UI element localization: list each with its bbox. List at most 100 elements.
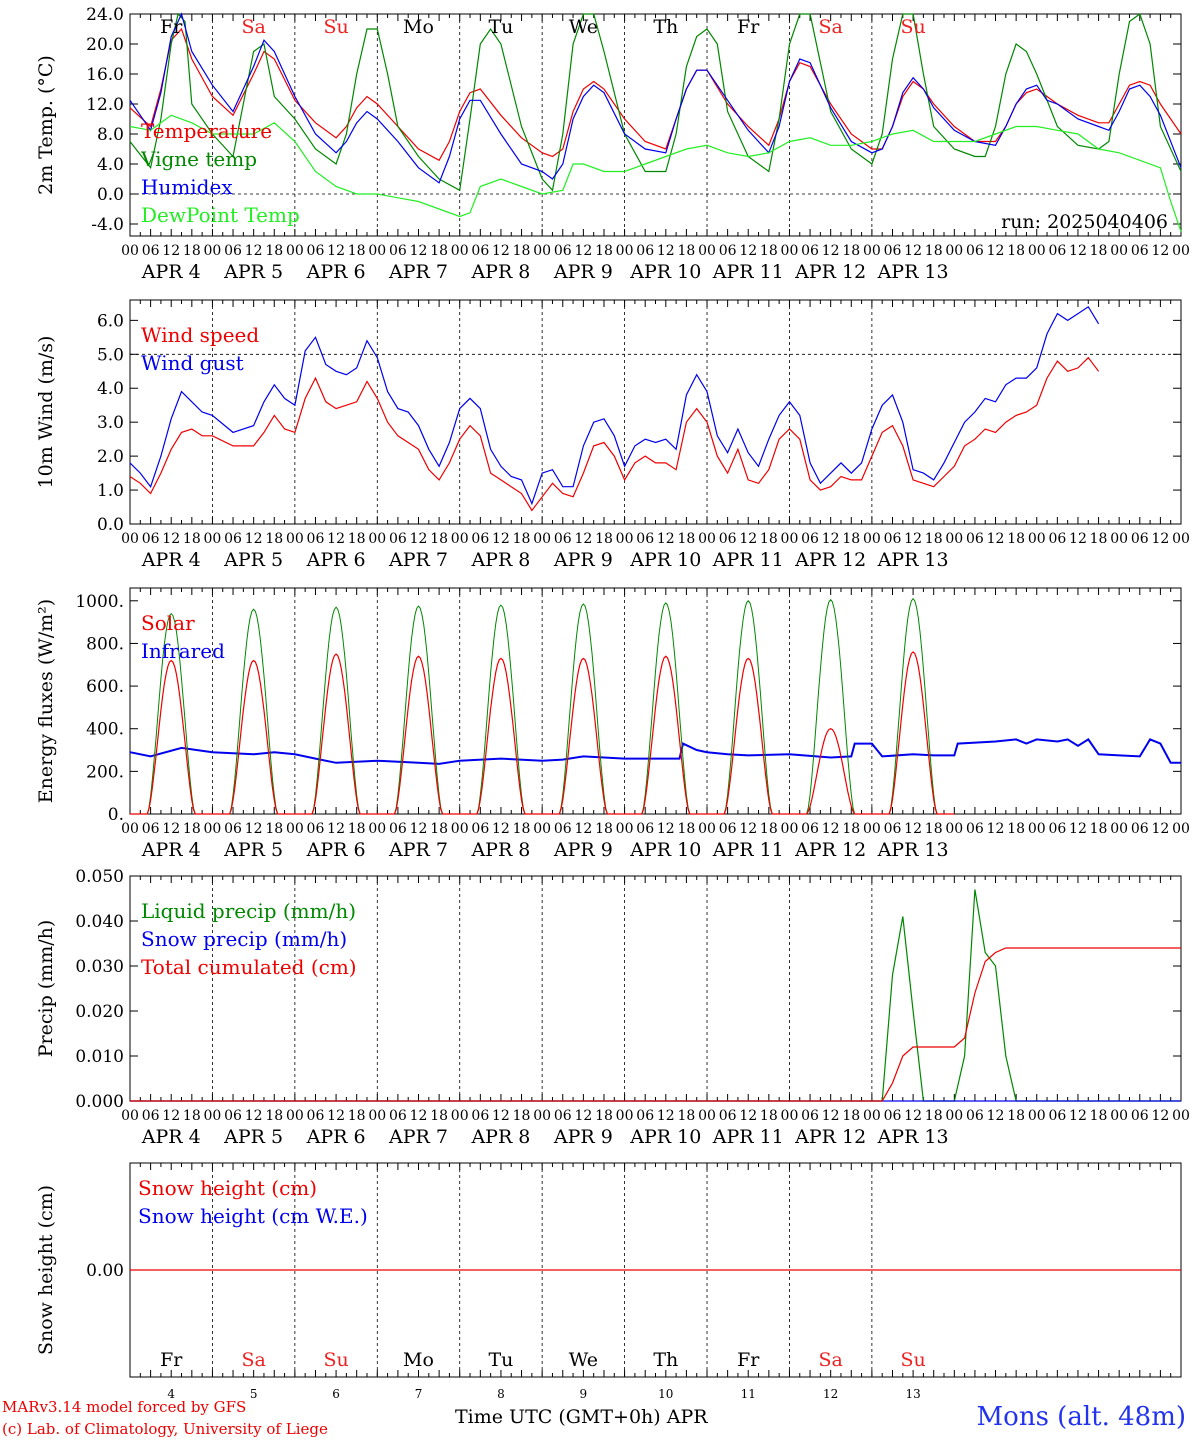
hour-tick-label: 18 (595, 531, 613, 547)
hour-tick-label: 18 (513, 821, 531, 837)
hour-tick-label: 06 (1048, 243, 1066, 259)
panel-2 (129, 299, 1182, 525)
hour-tick-label: 18 (183, 531, 201, 547)
hour-tick-label: 06 (224, 821, 242, 837)
hour-tick-label: 00 (533, 821, 551, 837)
day-name-bottom: Su (900, 1349, 925, 1371)
hour-tick-label: 00 (286, 1108, 304, 1124)
hour-tick-label: 06 (307, 1108, 325, 1124)
credit-model: MARv3.14 model forced by GFS (2, 1398, 247, 1416)
hour-tick-label: 12 (657, 531, 675, 547)
date-label: APR 12 (794, 1126, 866, 1148)
legend-entry: Wind speed (141, 323, 259, 347)
hour-tick-label: 00 (204, 531, 222, 547)
hour-tick-label: 00 (121, 531, 139, 547)
hour-tick-label: 00 (945, 243, 963, 259)
hour-tick-label: 00 (533, 243, 551, 259)
hour-tick-label: 12 (245, 531, 263, 547)
solar-line (130, 651, 955, 815)
date-label: APR 11 (712, 261, 784, 283)
hour-tick-label: 06 (801, 821, 819, 837)
date-label: APR 8 (470, 549, 530, 571)
hour-tick-label: 18 (925, 821, 943, 837)
series-line-total-cumulated-cm- (130, 947, 1181, 1102)
y-tick-label: 0.010 (75, 1047, 124, 1067)
day-number: 12 (823, 1387, 838, 1401)
hour-tick-label: 12 (904, 531, 922, 547)
hour-tick-label: 06 (224, 243, 242, 259)
date-label: APR 11 (712, 1126, 784, 1148)
hour-tick-label: 18 (348, 243, 366, 259)
hour-tick-label: 00 (1028, 243, 1046, 259)
hour-tick-label: 06 (719, 531, 737, 547)
hour-tick-label: 12 (987, 243, 1005, 259)
hour-tick-label: 00 (945, 1108, 963, 1124)
hour-tick-label: 00 (368, 1108, 386, 1124)
hour-tick-label: 12 (1151, 821, 1169, 837)
hour-tick-label: 12 (822, 531, 840, 547)
legend-entry: Total cumulated (cm) (141, 955, 357, 979)
hour-tick-label: 12 (162, 821, 180, 837)
y-tick-label: 0.0 (97, 515, 124, 535)
day-name-bottom: We (569, 1349, 598, 1371)
day-name-top: Tu (488, 16, 513, 38)
y-tick-label: 16.0 (86, 65, 124, 85)
y-tick-label: 3.0 (97, 413, 124, 433)
hour-tick-label: 12 (1069, 531, 1087, 547)
hour-tick-label: 00 (698, 821, 716, 837)
day-name-bottom: Sa (241, 1349, 265, 1371)
hour-tick-label: 06 (719, 821, 737, 837)
hour-tick-label: 12 (327, 1108, 345, 1124)
date-label: APR 13 (877, 839, 949, 861)
plot-frame (129, 587, 1182, 815)
hour-tick-label: 06 (471, 1108, 489, 1124)
date-label: APR 7 (388, 1126, 448, 1148)
hour-tick-label: 18 (760, 1108, 778, 1124)
hour-tick-label: 06 (224, 531, 242, 547)
hour-tick-label: 18 (1007, 243, 1025, 259)
hour-tick-label: 06 (636, 531, 654, 547)
hour-tick-label: 18 (430, 531, 448, 547)
hour-tick-label: 12 (657, 243, 675, 259)
day-name-top: Mo (403, 16, 434, 38)
hour-tick-label: 12 (410, 243, 428, 259)
hour-tick-label: 12 (492, 1108, 510, 1124)
y-tick-label: 8.0 (97, 125, 124, 145)
hour-tick-label: 06 (389, 1108, 407, 1124)
day-name-bottom: Sa (818, 1349, 842, 1371)
date-label: APR 10 (629, 1126, 701, 1148)
y-axis-label: 10m Wind (m/s) (35, 336, 57, 489)
date-label: APR 8 (470, 839, 530, 861)
date-label: APR 4 (141, 1126, 201, 1148)
hour-tick-label: 12 (574, 243, 592, 259)
hour-tick-label: 12 (162, 531, 180, 547)
day-name-top: Su (323, 16, 348, 38)
hour-tick-label: 06 (966, 1108, 984, 1124)
hour-tick-label: 00 (1172, 243, 1190, 259)
hour-tick-label: 00 (1172, 531, 1190, 547)
hour-tick-label: 12 (739, 531, 757, 547)
day-name-top: Sa (818, 16, 842, 38)
date-label: APR 5 (223, 1126, 283, 1148)
hour-tick-label: 18 (348, 1108, 366, 1124)
hour-tick-label: 12 (574, 531, 592, 547)
date-label: APR 11 (712, 549, 784, 571)
hour-tick-label: 00 (698, 531, 716, 547)
date-label: APR 10 (629, 839, 701, 861)
hour-tick-label: 12 (574, 821, 592, 837)
hour-tick-label: 12 (410, 531, 428, 547)
hour-tick-label: 12 (492, 821, 510, 837)
hour-tick-label: 12 (327, 821, 345, 837)
hour-tick-label: 18 (1007, 821, 1025, 837)
hour-tick-label: 06 (966, 531, 984, 547)
hour-tick-label: 18 (430, 243, 448, 259)
hour-tick-label: 18 (265, 821, 283, 837)
hour-tick-label: 12 (410, 821, 428, 837)
plot-frame (129, 299, 1182, 525)
hour-tick-label: 00 (616, 1108, 634, 1124)
hour-tick-label: 06 (142, 1108, 160, 1124)
panel-1 (129, 12, 1182, 237)
hour-tick-label: 18 (513, 531, 531, 547)
hour-tick-label: 00 (533, 531, 551, 547)
day-name-top: Fr (160, 16, 183, 38)
